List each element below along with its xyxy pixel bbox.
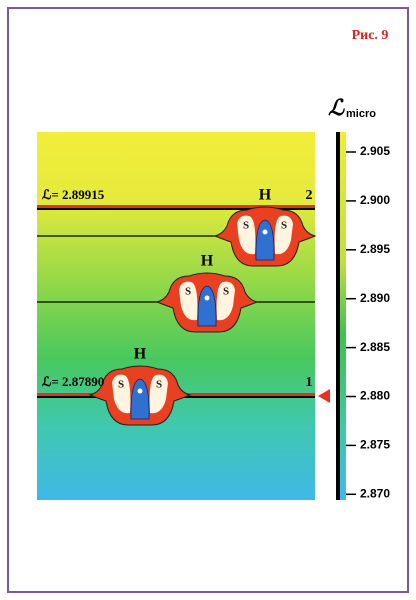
- molecule-core: [255, 219, 275, 261]
- tick-label: 2.895: [360, 242, 390, 256]
- atom-label: S: [185, 286, 191, 298]
- molecule-inner: [179, 281, 235, 321]
- scale-edge: [336, 132, 340, 500]
- molecule-inner: [112, 374, 168, 414]
- level-band: [37, 205, 315, 208]
- figure-label: Рис. 9: [352, 28, 389, 43]
- tick-label: 2.905: [360, 144, 390, 158]
- tick-label: 2.875: [360, 438, 390, 452]
- axis-label: micro: [346, 108, 376, 120]
- tick-label: 2.870: [360, 486, 390, 500]
- molecule-core: [197, 285, 217, 327]
- atom: [204, 295, 210, 301]
- atom-label: S: [243, 220, 249, 232]
- molecule-label: H: [259, 187, 272, 204]
- level-number: 1: [306, 375, 313, 390]
- molecule-label: H: [134, 346, 147, 363]
- tick-label: 2.890: [360, 291, 390, 305]
- atom-label: S: [118, 379, 124, 391]
- level-number: 2: [306, 188, 313, 203]
- level-label: ℒ= 2.89915: [42, 187, 105, 202]
- marker: [318, 389, 330, 403]
- molecule-inner: [237, 215, 293, 255]
- tick-label: 2.880: [360, 389, 390, 403]
- level-label: ℒ= 2.87890: [42, 374, 104, 389]
- scale-bar: [340, 132, 346, 500]
- atom: [137, 388, 143, 394]
- frame: [7, 7, 409, 593]
- atom-label: S: [281, 220, 287, 232]
- atom-label: S: [223, 286, 229, 298]
- axis-symbol: ℒ: [328, 95, 345, 120]
- tick-label: 2.885: [360, 340, 390, 354]
- molecule-label: H: [201, 253, 214, 270]
- molecule-core: [130, 378, 150, 420]
- tick-label: 2.900: [360, 193, 390, 207]
- atom-label: S: [156, 379, 162, 391]
- atom: [262, 229, 268, 235]
